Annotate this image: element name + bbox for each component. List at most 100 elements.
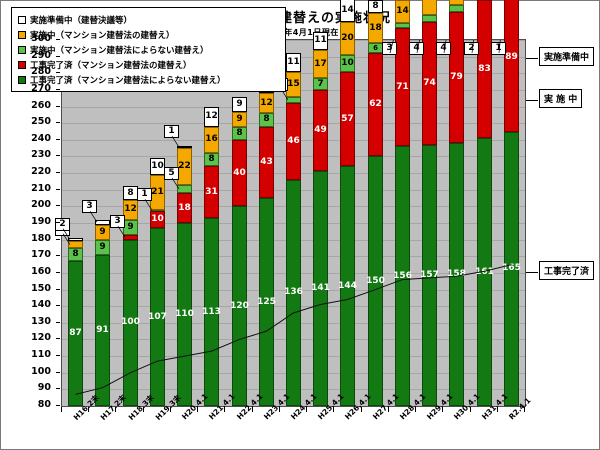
y-axis-tick-mark bbox=[56, 205, 60, 207]
legend-swatch-icon bbox=[18, 45, 26, 54]
bar-segment-value: 22 bbox=[178, 160, 191, 171]
bar-segment-value: 8 bbox=[263, 114, 270, 125]
bar-segment-value: 10 bbox=[151, 214, 164, 225]
y-axis-tick-mark bbox=[56, 288, 60, 290]
bar-segment-value: 20 bbox=[423, 0, 436, 3]
bar-segment-value: 11 bbox=[287, 56, 300, 67]
bar-segment-value: 113 bbox=[202, 306, 221, 317]
plot-area: 87 8 91 9 9 100 9 12 8 107 10 21 10 110 18 22 113 31 8 16 12… bbox=[55, 0, 526, 407]
bar-segment-white bbox=[68, 238, 83, 242]
side-callout-completed: 工事完了済 bbox=[539, 261, 595, 280]
y-axis-tick-label: 150 bbox=[31, 282, 51, 294]
bar-value-callout: 1 bbox=[164, 125, 179, 139]
bar-segment-lgreen bbox=[286, 96, 301, 104]
y-axis-tick-mark bbox=[56, 72, 60, 74]
bar-segment-green: 100 bbox=[121, 239, 140, 406]
bar-value-callout: 4 bbox=[436, 42, 451, 55]
bar-value-callout: 3 bbox=[382, 42, 397, 55]
bar-segment-value: 62 bbox=[369, 99, 382, 110]
bar-segment-orange: 22 bbox=[177, 148, 192, 185]
bar-segment-lgreen: 9 bbox=[123, 219, 138, 235]
bar-segment-orange: 20 bbox=[340, 21, 355, 55]
x-axis-tick-mark bbox=[88, 407, 89, 412]
legend: 実施準備中（建替決議等） 実施中（マンション建替法の建替え） 実施中（マンション建替… bbox=[11, 7, 286, 92]
y-axis-tick-mark bbox=[56, 338, 60, 340]
bar-segment-value: 120 bbox=[230, 300, 249, 311]
bar-segment-value: 7 bbox=[317, 78, 324, 89]
bar-segment-green: 141 bbox=[311, 171, 330, 406]
bar-segment-red: 18 bbox=[177, 193, 192, 223]
y-axis-tick-mark bbox=[56, 238, 60, 240]
bar-segment-lgreen: 9 bbox=[95, 239, 110, 255]
bar-segment-value: 21 bbox=[151, 186, 164, 197]
y-axis-tick-label: 190 bbox=[31, 216, 51, 227]
bar-segment-value: 150 bbox=[366, 275, 385, 286]
bar-segment-orange: 16 bbox=[204, 126, 219, 154]
bar-segment-white: 10 bbox=[150, 158, 165, 175]
x-axis-tick-mark bbox=[61, 407, 62, 412]
y-axis-tick-mark bbox=[56, 321, 60, 323]
y-axis-tick-mark bbox=[56, 172, 60, 174]
y-axis-tick-label: 170 bbox=[31, 249, 51, 261]
bar-segment-value: 9 bbox=[236, 113, 243, 124]
bar-segment-red: 46 bbox=[286, 103, 301, 180]
bar-segment-orange: 23 bbox=[449, 0, 464, 6]
side-callout-leader-line bbox=[526, 272, 538, 273]
x-axis-tick-mark bbox=[442, 407, 443, 412]
bar-segment-red: 57 bbox=[340, 71, 355, 167]
y-axis-tick-label: 260 bbox=[31, 99, 51, 111]
bar-segment-red: 79 bbox=[449, 11, 464, 144]
bar-segment-white: 8 bbox=[123, 186, 138, 200]
bar-segment-red: 49 bbox=[313, 89, 328, 172]
bar-segment-value: 83 bbox=[478, 63, 491, 74]
bar-segment-red: 83 bbox=[477, 0, 492, 139]
y-axis-tick-mark bbox=[56, 255, 60, 257]
y-axis-tick-mark bbox=[56, 39, 60, 40]
x-axis-tick-mark bbox=[197, 407, 198, 412]
bar-segment-value: 31 bbox=[205, 186, 218, 197]
bar-segment-orange: 20 bbox=[422, 0, 437, 16]
y-axis-tick-label: 220 bbox=[31, 166, 51, 178]
bar-segment-value: 91 bbox=[96, 324, 109, 335]
x-axis-tick-mark bbox=[143, 407, 144, 412]
bar-segment-lgreen bbox=[422, 15, 437, 22]
bar-segment-value: 9 bbox=[127, 221, 134, 232]
bar-segment-value: 8 bbox=[208, 154, 215, 165]
y-axis-tick-mark bbox=[56, 271, 60, 273]
bar-segment-lgreen: 8 bbox=[232, 126, 247, 140]
y-axis-tick-label: 210 bbox=[31, 182, 51, 194]
bar-segment-orange: 9 bbox=[95, 224, 110, 240]
bar-segment-green: 107 bbox=[148, 228, 167, 406]
side-callout-leader-line bbox=[526, 58, 538, 59]
y-axis-tick-mark bbox=[56, 388, 60, 390]
bar-segment-green: 156 bbox=[393, 146, 412, 406]
legend-item-done_nonlaw: 工事完了済（マンション建替法によらない建替え） bbox=[18, 72, 279, 87]
bar-segment-orange: 21 bbox=[150, 174, 165, 210]
bar-segment-value: 8 bbox=[236, 127, 243, 138]
x-axis-tick-mark bbox=[279, 407, 280, 412]
bar-segment-value: 20 bbox=[341, 32, 354, 43]
bar-segment-value: 157 bbox=[420, 269, 439, 280]
bar-segment-green: 125 bbox=[257, 198, 276, 406]
y-axis-tick-label: 100 bbox=[31, 365, 51, 377]
y-axis-tick-mark bbox=[56, 88, 60, 90]
bar-value-callout: 2 bbox=[464, 42, 479, 55]
bar-segment-value: 12 bbox=[260, 97, 273, 108]
bar-segment-value: 15 bbox=[287, 78, 300, 89]
bar-segment-value: 141 bbox=[311, 283, 330, 294]
legend-item-done_law: 工事完了済（マンション建替法の建替え） bbox=[18, 57, 279, 72]
bar-segment-value: 43 bbox=[260, 156, 273, 167]
legend-item-label: 実施中（マンション建替法の建替え） bbox=[30, 30, 175, 41]
bar-value-callout: 1 bbox=[137, 188, 152, 202]
legend-swatch-icon bbox=[18, 60, 26, 69]
bar-segment-white: 8 bbox=[368, 0, 383, 14]
bar-segment-lgreen bbox=[395, 23, 410, 29]
x-axis-tick-mark bbox=[361, 407, 362, 412]
bar-segment-value: 156 bbox=[393, 270, 412, 281]
legend-item-label: 工事完了済（マンション建替法によらない建替え） bbox=[30, 75, 226, 86]
x-axis-tick-mark bbox=[224, 407, 225, 412]
bar-value-callout: 3 bbox=[82, 200, 97, 214]
bar-segment-value: 57 bbox=[341, 113, 354, 124]
y-axis-tick-mark bbox=[56, 122, 60, 124]
